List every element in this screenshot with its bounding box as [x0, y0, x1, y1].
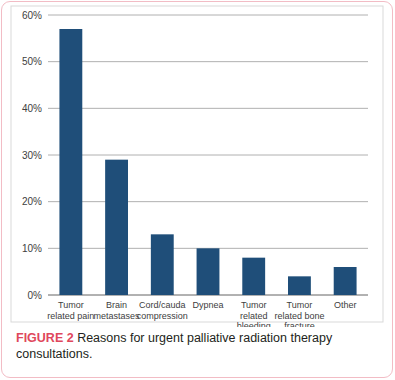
grid-line [48, 155, 368, 156]
y-tick-label: 40% [22, 103, 42, 114]
x-tick-label-line: bleeding [237, 321, 271, 327]
bar [197, 248, 220, 295]
chart: 0%10%20%30%40%50%60%Tumorrelated painBra… [2, 2, 392, 327]
x-tick-label-line: related pain [47, 311, 94, 321]
y-tick-label: 50% [22, 56, 42, 67]
x-tick-label-line: related [240, 311, 268, 321]
caption: FIGURE 2 Reasons for urgent palliative r… [16, 330, 346, 362]
x-tick-label: Cord/caudacompression [137, 300, 188, 321]
x-tick-label-line: metastases [94, 311, 141, 321]
x-tick-label-line: fracture [284, 321, 315, 327]
grid-line [48, 201, 368, 202]
bar [242, 258, 265, 295]
x-tick-label-line: Cord/cauda [139, 300, 186, 310]
figure-frame: 0%10%20%30%40%50%60%Tumorrelated painBra… [1, 1, 393, 378]
bar [288, 276, 311, 295]
x-tick-label-line: related bone [274, 311, 324, 321]
bar [59, 29, 82, 295]
x-tick-label: Other [334, 300, 357, 310]
grid-line [48, 108, 368, 109]
x-tick-label-line: Tumor [241, 300, 267, 310]
x-tick-label-line: Dypnea [192, 300, 223, 310]
x-tick-label: Tumorrelatedbleeding [237, 300, 271, 327]
bar [105, 160, 128, 295]
x-tick-label-line: Other [334, 300, 357, 310]
y-tick-label: 0% [28, 290, 43, 301]
bar [334, 267, 357, 295]
bars [59, 29, 356, 295]
y-tick-label: 10% [22, 243, 42, 254]
y-tick-label: 20% [22, 196, 42, 207]
x-tick-label-line: Tumor [287, 300, 313, 310]
x-tick-label: Tumorrelated bonefracture [274, 300, 324, 327]
x-tick-label-line: Tumor [58, 300, 84, 310]
x-tick-label-line: compression [137, 311, 188, 321]
x-tick-label: Brainmetastases [94, 300, 141, 321]
grid-line [48, 61, 368, 62]
x-tick-label: Dypnea [192, 300, 223, 310]
y-tick-label: 60% [22, 10, 42, 21]
x-tick-label: Tumorrelated pain [47, 300, 94, 321]
x-tick-label-line: Brain [106, 300, 127, 310]
chart-area-border [11, 6, 383, 322]
bar [151, 234, 174, 295]
y-tick-label: 30% [22, 150, 42, 161]
figure-label: FIGURE 2 [16, 331, 74, 345]
grid-line [48, 15, 368, 16]
